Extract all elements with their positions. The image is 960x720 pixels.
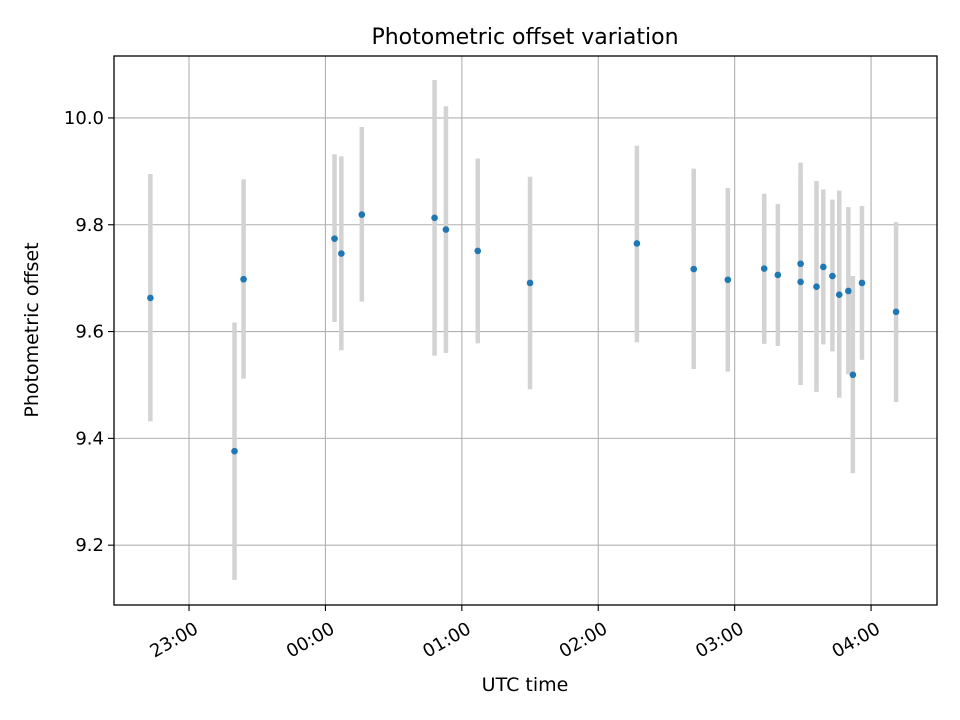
- data-point-2: [240, 275, 247, 283]
- y-tick-label-0: 9.2: [75, 535, 104, 556]
- data-point-18: [820, 263, 827, 271]
- data-point-13: [760, 265, 768, 272]
- x-axis-label: UTC time: [482, 674, 569, 696]
- data-point-4: [338, 250, 345, 257]
- data-point-1: [231, 447, 238, 455]
- data-point-20: [835, 291, 843, 299]
- data-point-6: [431, 214, 438, 222]
- x-tick-label-3: 02:00: [556, 618, 611, 662]
- y-axis-label: Photometric offset: [21, 242, 43, 417]
- error-bars: [148, 80, 899, 580]
- data-point-11: [690, 265, 698, 273]
- data-point-23: [858, 279, 866, 287]
- data-point-22: [849, 371, 857, 379]
- data-point-9: [526, 279, 534, 287]
- x-axis-ticks: 23:00 00:00 01:00 02:00 03:00 04:00: [146, 605, 884, 662]
- data-point-24: [892, 308, 900, 316]
- x-tick-label-1: 00:00: [283, 618, 338, 662]
- data-point-21: [845, 287, 852, 295]
- y-tick-label-4: 10.0: [64, 108, 104, 129]
- chart-title: Photometric offset variation: [371, 25, 678, 50]
- data-point-16: [797, 278, 804, 286]
- data-point-10: [633, 240, 641, 247]
- data-point-7: [442, 226, 450, 233]
- x-tick-label-4: 03:00: [692, 618, 747, 662]
- data-point-19: [829, 272, 836, 280]
- grid-lines: [114, 56, 937, 605]
- y-tick-label-2: 9.6: [75, 322, 104, 343]
- data-point-17: [813, 283, 820, 291]
- data-point-14: [774, 271, 782, 279]
- data-points: [147, 211, 900, 455]
- data-point-8: [474, 247, 482, 255]
- data-point-12: [724, 276, 732, 284]
- data-point-15: [797, 260, 804, 268]
- x-tick-label-2: 01:00: [419, 618, 474, 662]
- data-point-3: [331, 235, 338, 242]
- x-tick-label-5: 04:00: [829, 618, 884, 662]
- data-point-5: [358, 211, 366, 218]
- plot-frame: [113, 55, 938, 606]
- y-tick-label-3: 9.8: [75, 215, 104, 236]
- y-axis-ticks: 9.2 9.4 9.6 9.8 10.0: [64, 108, 114, 556]
- y-tick-label-1: 9.4: [75, 428, 104, 449]
- x-tick-label-0: 23:00: [146, 618, 201, 662]
- data-point-0: [147, 294, 154, 302]
